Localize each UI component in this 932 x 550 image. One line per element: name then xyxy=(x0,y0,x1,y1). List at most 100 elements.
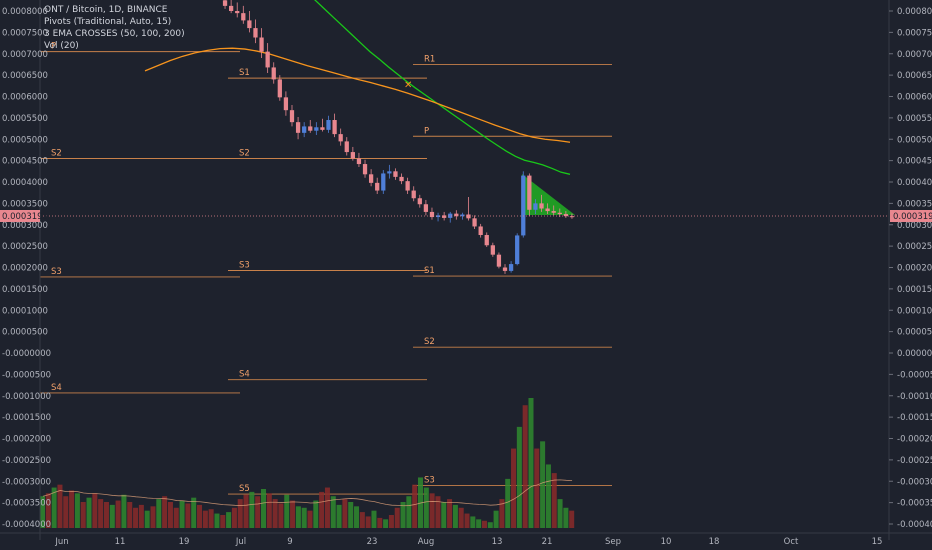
candle-body xyxy=(356,158,362,165)
right-tick-label: 0.0002500 xyxy=(897,242,932,252)
volume-bar xyxy=(365,516,371,528)
right-tick-label: -0.0003500 xyxy=(897,499,932,509)
volume-bar xyxy=(307,510,313,528)
ema-orange-line xyxy=(144,47,571,143)
volume-bar xyxy=(505,478,511,528)
time-tick-label: Sep xyxy=(605,537,621,547)
right-price-axis[interactable]: 0.0008000 0.0007500 0.0007000 0.0006500 0.00… xyxy=(888,0,932,540)
time-tick-label: 23 xyxy=(367,537,378,547)
volume-bar xyxy=(150,506,156,528)
volume-bar xyxy=(313,500,319,528)
candle-body xyxy=(508,264,514,271)
right-tick-label: -0.0004000 xyxy=(897,520,932,530)
volume-bar xyxy=(557,499,563,528)
candle-body xyxy=(302,126,307,133)
volume-bar xyxy=(330,496,336,528)
left-tick-label: 0.0005500 xyxy=(2,114,48,124)
legend-pivots[interactable]: Pivots (Traditional, Auto, 15) xyxy=(44,17,171,27)
time-tick-label: 9 xyxy=(287,537,292,547)
candle-body xyxy=(241,13,246,21)
volume-bar xyxy=(191,497,197,528)
volume-bar xyxy=(69,490,75,528)
candle-body xyxy=(235,11,240,14)
time-tick-label: Jul xyxy=(235,537,246,547)
volume-bar xyxy=(534,448,540,528)
right-tick-label: -0.0003000 xyxy=(897,477,932,487)
right-tick-label: 0.0004500 xyxy=(897,157,932,167)
volume-bar xyxy=(336,504,342,528)
volume-bar xyxy=(476,519,482,528)
right-tick-label: 0.0006000 xyxy=(897,93,932,103)
volume-bar xyxy=(423,487,429,528)
left-tick-label: 0.0005000 xyxy=(2,135,48,145)
candle-body xyxy=(484,235,489,246)
volume-bar xyxy=(103,502,109,528)
left-tick-label: 0.0004000 xyxy=(2,178,48,188)
right-tick-label: 0.0008000 xyxy=(897,7,932,17)
volume-bar xyxy=(458,507,464,528)
volume-bar xyxy=(342,499,348,528)
candle-body xyxy=(533,203,538,210)
price-tag-left: 0.0003193 xyxy=(0,210,48,222)
candle-body xyxy=(448,213,453,218)
volume-bar xyxy=(214,513,220,528)
candle-body xyxy=(387,171,392,174)
volume-bar xyxy=(569,510,575,528)
candle-body xyxy=(454,213,459,217)
volume-bar xyxy=(371,510,377,528)
left-tick-label: 0.0003000 xyxy=(2,221,48,231)
volume-bar xyxy=(45,493,51,528)
candle-body xyxy=(557,212,562,215)
volume-bar xyxy=(98,499,104,528)
volume-bar xyxy=(470,516,476,528)
candle-body xyxy=(283,97,289,111)
volume-bar xyxy=(115,500,121,528)
volume-bar xyxy=(86,497,92,528)
volume-ma xyxy=(42,479,573,507)
volume-bar xyxy=(447,499,453,528)
volume-bar xyxy=(266,493,272,528)
candle-body xyxy=(277,79,282,98)
candle-body xyxy=(295,122,301,133)
legend-ema[interactable]: 3 EMA CROSSES (50, 100, 200) xyxy=(44,29,185,39)
volume-bar xyxy=(162,496,168,528)
right-tick-label: 0.0006500 xyxy=(897,71,932,81)
volume-bar xyxy=(429,493,435,528)
time-tick-label: Aug xyxy=(418,537,435,547)
left-price-axis[interactable]: 0.0008000 0.0007500 0.0007000 0.0006500 0.00… xyxy=(2,0,51,540)
candle-body xyxy=(411,190,416,199)
candle-body xyxy=(381,173,386,191)
volume-bar xyxy=(388,515,394,528)
right-tick-label: 0.0003500 xyxy=(897,199,932,209)
volume-bar xyxy=(400,502,406,528)
volume-bar xyxy=(144,510,150,528)
pivot-label: P xyxy=(51,42,56,52)
legend-volume[interactable]: Vol (20) xyxy=(44,41,79,51)
volume-bar xyxy=(487,522,493,528)
volume-bar xyxy=(435,496,441,528)
volume-bar xyxy=(522,405,528,528)
time-tick-label: 21 xyxy=(542,537,553,547)
candle-body xyxy=(515,235,520,265)
volume-bar xyxy=(127,502,133,528)
ema-green-line xyxy=(314,0,571,175)
right-tick-label: 0.0001000 xyxy=(897,306,932,316)
left-tick-label: -0.0003000 xyxy=(2,477,51,487)
candle-body xyxy=(368,174,374,183)
volume-bar xyxy=(383,519,389,528)
candle-body xyxy=(490,245,495,255)
candle-body xyxy=(314,127,319,131)
candle-body xyxy=(502,267,508,271)
right-tick-label: -0.0000500 xyxy=(897,370,932,380)
volume-bar xyxy=(563,507,569,528)
volume-bar xyxy=(511,448,517,528)
legend-symbol[interactable]: ONT / Bitcoin, 1D, BINANCE xyxy=(44,5,168,15)
time-axis[interactable]: Jun 11 19 Jul 9 23 Aug 13 21 Sep 10 18 Oct 15 xyxy=(0,532,932,547)
candle-body xyxy=(429,211,435,218)
volume-bar xyxy=(92,493,98,528)
time-tick-label: 15 xyxy=(872,537,883,547)
right-tick-label: 0.0003000 xyxy=(897,221,932,231)
pivot-label: S4 xyxy=(239,370,250,380)
